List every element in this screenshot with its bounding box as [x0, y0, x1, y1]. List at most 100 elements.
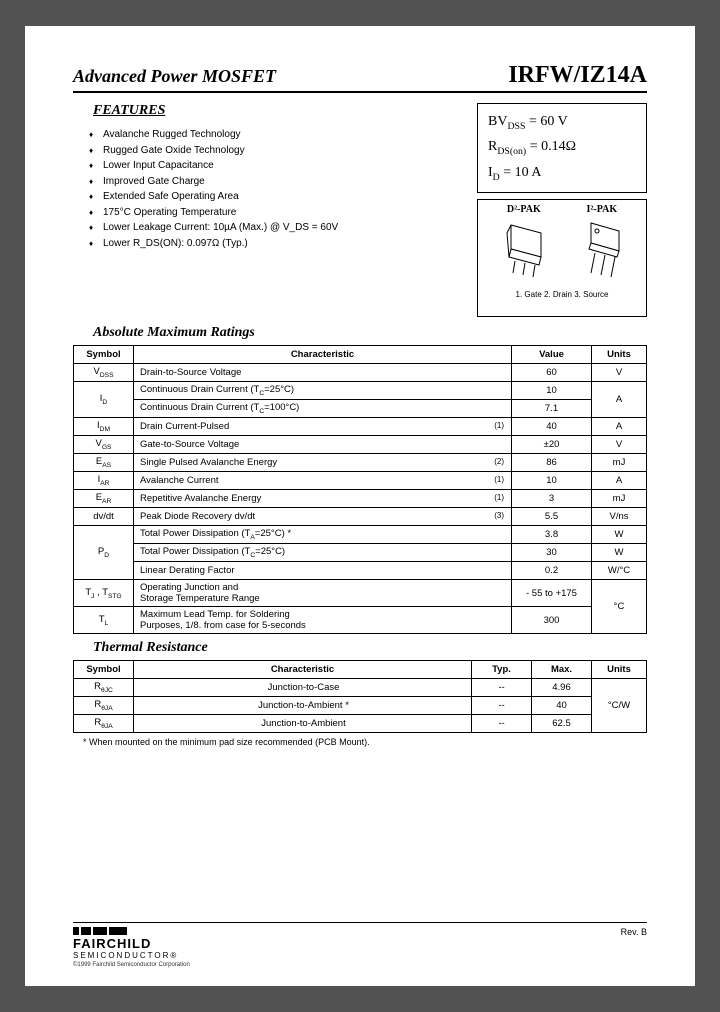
th-symbol: Symbol — [74, 661, 134, 679]
cell-characteristic: Junction-to-Case — [134, 679, 472, 697]
cell-max: 62.5 — [532, 715, 592, 733]
abs-max-table: Symbol Characteristic Value Units VDSS Dr… — [73, 345, 647, 634]
product-category: Advanced Power MOSFET — [73, 66, 276, 87]
cell-symbol: TJ , TSTG — [74, 580, 134, 607]
package-pin-legend: 1. Gate 2. Drain 3. Source — [484, 290, 640, 299]
right-boxes: BVDSS = 60 V RDS(on) = 0.14Ω ID = 10 A D… — [477, 103, 647, 317]
cell-characteristic: Junction-to-Ambient — [134, 715, 472, 733]
cell-unit: A — [592, 382, 647, 418]
cell-symbol: IAR — [74, 472, 134, 490]
footer: FAIRCHILD SEMICONDUCTOR® ©1999 Fairchild… — [73, 922, 647, 968]
cell-value: ±20 — [512, 436, 592, 454]
i2pak-icon — [573, 219, 629, 285]
th-max: Max. — [532, 661, 592, 679]
spec-id: ID = 10 A — [488, 161, 636, 186]
table-row: IDMDrain Current-Pulsed(1)40A — [74, 418, 647, 436]
features-heading: FEATURES — [93, 103, 465, 119]
cell-characteristic: Maximum Lead Temp. for SolderingPurposes… — [134, 607, 512, 634]
th-value: Value — [512, 346, 592, 364]
feature-item: Extended Safe Operating Area — [93, 189, 465, 205]
cell-characteristic: Junction-to-Ambient * — [134, 697, 472, 715]
abs-max-header-row: Symbol Characteristic Value Units — [74, 346, 647, 364]
cell-value: - 55 to +175 — [512, 580, 592, 607]
cell-unit: mJ — [592, 490, 647, 508]
cell-unit: W — [592, 544, 647, 562]
feature-item: Rugged Gate Oxide Technology — [93, 143, 465, 159]
features-block: FEATURES Avalanche Rugged TechnologyRugg… — [73, 103, 465, 317]
top-section: FEATURES Avalanche Rugged TechnologyRugg… — [73, 103, 647, 317]
feature-item: Lower Leakage Current: 10µA (Max.) @ V_D… — [93, 220, 465, 236]
feature-item: Lower R_DS(ON): 0.097Ω (Typ.) — [93, 236, 465, 252]
part-number: IRFW/IZ14A — [508, 62, 647, 89]
cell-symbol: EAS — [74, 454, 134, 472]
spec-rdson: RDS(on) = 0.14Ω — [488, 135, 636, 160]
cell-value: 30 — [512, 544, 592, 562]
cell-value: 5.5 — [512, 508, 592, 526]
cell-value: 40 — [512, 418, 592, 436]
table-row: VGSGate-to-Source Voltage±20V — [74, 436, 647, 454]
thermal-table: Symbol Characteristic Typ. Max. Units Rθ… — [73, 660, 647, 733]
cell-max: 4.96 — [532, 679, 592, 697]
package-box: D²-PAK I²-PAK — [477, 199, 647, 317]
cell-typ: -- — [472, 697, 532, 715]
cell-value: 3 — [512, 490, 592, 508]
cell-symbol: RθJA — [74, 697, 134, 715]
cell-typ: -- — [472, 715, 532, 733]
cell-value: 60 — [512, 364, 592, 382]
cell-value: 3.8 — [512, 526, 592, 544]
table-row: RθJAJunction-to-Ambient *--40 — [74, 697, 647, 715]
table-row: dv/dtPeak Diode Recovery dv/dt(3)5.5V/ns — [74, 508, 647, 526]
cell-symbol: VDSS — [74, 364, 134, 382]
cell-unit: W/°C — [592, 562, 647, 580]
table-row: Linear Derating Factor0.2W/°C — [74, 562, 647, 580]
package-labels: D²-PAK I²-PAK — [484, 204, 640, 215]
cell-symbol: IDM — [74, 418, 134, 436]
cell-characteristic: Peak Diode Recovery dv/dt(3) — [134, 508, 512, 526]
cell-characteristic: Continuous Drain Current (TC=100°C) — [134, 400, 512, 418]
table-row: RθJAJunction-to-Ambient--62.5 — [74, 715, 647, 733]
copyright: ©1999 Fairchild Semiconductor Corporatio… — [73, 962, 190, 968]
cell-unit: V — [592, 436, 647, 454]
cell-unit: A — [592, 472, 647, 490]
table-row: EASSingle Pulsed Avalanche Energy(2)86mJ — [74, 454, 647, 472]
pkg-i2pak-label: I²-PAK — [587, 204, 618, 215]
cell-value: 10 — [512, 382, 592, 400]
cell-characteristic: Gate-to-Source Voltage — [134, 436, 512, 454]
cell-symbol: ID — [74, 382, 134, 418]
th-units: Units — [592, 346, 647, 364]
cell-characteristic: Drain Current-Pulsed(1) — [134, 418, 512, 436]
cell-unit: V/ns — [592, 508, 647, 526]
th-typ: Typ. — [472, 661, 532, 679]
table-row: RθJCJunction-to-Case--4.96°C/W — [74, 679, 647, 697]
fairchild-logo-icon — [73, 927, 190, 935]
cell-unit: A — [592, 418, 647, 436]
thermal-heading: Thermal Resistance — [93, 640, 647, 656]
cell-characteristic: Repetitive Avalanche Energy(1) — [134, 490, 512, 508]
spec-bvdss: BVDSS = 60 V — [488, 110, 636, 135]
cell-unit: W — [592, 526, 647, 544]
cell-unit: V — [592, 364, 647, 382]
cell-value: 10 — [512, 472, 592, 490]
features-list: Avalanche Rugged TechnologyRugged Gate O… — [93, 127, 465, 251]
table-row: Continuous Drain Current (TC=100°C)7.1 — [74, 400, 647, 418]
cell-symbol: PD — [74, 526, 134, 580]
d2pak-icon — [495, 219, 551, 285]
datasheet-page: Advanced Power MOSFET IRFW/IZ14A FEATURE… — [25, 26, 695, 986]
pkg-d2pak-label: D²-PAK — [507, 204, 541, 215]
feature-item: Lower Input Capacitance — [93, 158, 465, 174]
cell-unit: °C — [592, 580, 647, 634]
logo-block: FAIRCHILD SEMICONDUCTOR® ©1999 Fairchild… — [73, 927, 190, 968]
table-row: TJ , TSTGOperating Junction andStorage T… — [74, 580, 647, 607]
cell-characteristic: Avalanche Current(1) — [134, 472, 512, 490]
cell-max: 40 — [532, 697, 592, 715]
cell-symbol: TL — [74, 607, 134, 634]
cell-symbol: EAR — [74, 490, 134, 508]
th-units: Units — [592, 661, 647, 679]
th-characteristic: Characteristic — [134, 346, 512, 364]
th-characteristic: Characteristic — [134, 661, 472, 679]
table-row: IARAvalanche Current(1)10A — [74, 472, 647, 490]
revision: Rev. B — [621, 927, 647, 937]
cell-symbol: dv/dt — [74, 508, 134, 526]
table-row: EARRepetitive Avalanche Energy(1)3mJ — [74, 490, 647, 508]
brand-sub: SEMICONDUCTOR® — [73, 951, 190, 960]
